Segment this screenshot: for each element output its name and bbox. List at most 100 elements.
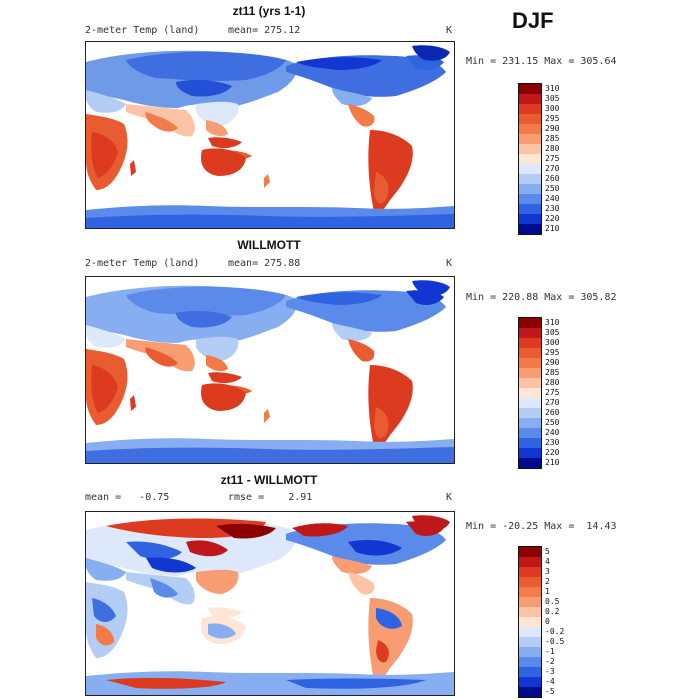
colorbar-tick-label: 280 xyxy=(545,378,560,387)
panel-1-colorbar xyxy=(518,83,542,235)
panel-1-variable-label: 2-meter Temp (land) xyxy=(85,25,200,36)
panel-3-map-svg xyxy=(86,515,454,695)
colorbar-swatch xyxy=(519,577,541,587)
colorbar-swatch xyxy=(519,164,541,174)
colorbar-swatch xyxy=(519,667,541,677)
colorbar-swatch xyxy=(519,144,541,154)
panel-3-colorbar-labels: 5 4 3 2 1 0.5 0.2 0 -0.2 -0.5 -1 -2 -3 -4 -5 xyxy=(545,547,564,697)
panel-1-map xyxy=(85,41,455,229)
colorbar-tick-label: 240 xyxy=(545,428,560,437)
colorbar-tick-label: -1 xyxy=(545,647,555,656)
colorbar-tick-label: 290 xyxy=(545,358,560,367)
colorbar-tick-label: 0.2 xyxy=(545,607,560,616)
colorbar-tick-label: 240 xyxy=(545,194,560,203)
season-label: DJF xyxy=(512,8,554,33)
colorbar-tick-label: 250 xyxy=(545,184,560,193)
panel-3-title: zt11 - WILLMOTT xyxy=(220,473,318,487)
colorbar-tick-label: 0 xyxy=(545,617,550,626)
colorbar-swatch xyxy=(519,214,541,224)
panel-1-minmax: Min = 231.15 Max = 305.64 xyxy=(466,56,617,67)
colorbar-tick-label: -2 xyxy=(545,657,555,666)
colorbar-tick-label: 0.5 xyxy=(545,597,560,606)
panel-1-title: zt11 (yrs 1-1) xyxy=(232,4,306,18)
colorbar-swatch xyxy=(519,657,541,667)
colorbar-swatch xyxy=(519,567,541,577)
panel-3-colorbar xyxy=(518,546,542,698)
colorbar-swatch xyxy=(519,104,541,114)
panel-1-map-svg xyxy=(86,45,454,228)
panel-3-minmax: Min = -20.25 Max = 14.43 xyxy=(466,521,617,532)
colorbar-tick-label: 250 xyxy=(545,418,560,427)
colorbar-swatch xyxy=(519,124,541,134)
panel-1-colorbar-labels: 310 305 300 295 290 285 280 275 270 260 250 240 230 2… xyxy=(545,84,559,234)
colorbar-tick-label: 210 xyxy=(545,458,560,467)
panel-2-units-label: K xyxy=(446,258,453,269)
colorbar-swatch xyxy=(519,597,541,607)
colorbar-swatch xyxy=(519,587,541,597)
panel-3-rmse-label: rmse = 2.91 xyxy=(228,492,313,503)
colorbar-swatch xyxy=(519,458,541,468)
panel-2-variable-label: 2-meter Temp (land) xyxy=(85,258,200,269)
colorbar-tick-label: 300 xyxy=(545,104,560,113)
colorbar-swatch xyxy=(519,328,541,338)
colorbar-tick-label: 295 xyxy=(545,348,560,357)
colorbar-swatch xyxy=(519,647,541,657)
panel-2-colorbar xyxy=(518,317,542,469)
colorbar-swatch xyxy=(519,617,541,627)
colorbar-tick-label: -3 xyxy=(545,667,555,676)
panel-2-minmax: Min = 220.88 Max = 305.82 xyxy=(466,292,617,303)
colorbar-tick-label: 305 xyxy=(545,94,560,103)
colorbar-tick-label: 2 xyxy=(545,577,550,586)
colorbar-swatch xyxy=(519,204,541,214)
colorbar-swatch xyxy=(519,408,541,418)
colorbar-tick-label: 230 xyxy=(545,438,560,447)
colorbar-tick-label: 270 xyxy=(545,398,560,407)
colorbar-swatch xyxy=(519,174,541,184)
colorbar-swatch xyxy=(519,687,541,697)
panel-3-map xyxy=(85,511,455,696)
colorbar-swatch xyxy=(519,224,541,234)
panel-2-map xyxy=(85,276,455,464)
panel-2-mean-label: mean= 275.88 xyxy=(228,258,301,269)
colorbar-swatch xyxy=(519,607,541,617)
colorbar-tick-label: 310 xyxy=(545,84,560,93)
colorbar-swatch xyxy=(519,318,541,328)
colorbar-tick-label: 220 xyxy=(545,448,560,457)
colorbar-swatch xyxy=(519,358,541,368)
colorbar-tick-label: 300 xyxy=(545,338,560,347)
colorbar-swatch xyxy=(519,627,541,637)
colorbar-tick-label: 285 xyxy=(545,134,560,143)
colorbar-tick-label: 4 xyxy=(545,557,550,566)
colorbar-swatch xyxy=(519,428,541,438)
colorbar-swatch xyxy=(519,114,541,124)
colorbar-swatch xyxy=(519,338,541,348)
colorbar-tick-label: 5 xyxy=(545,547,550,556)
colorbar-swatch xyxy=(519,154,541,164)
colorbar-swatch xyxy=(519,194,541,204)
colorbar-tick-label: 310 xyxy=(545,318,560,327)
colorbar-tick-label: 275 xyxy=(545,154,560,163)
colorbar-tick-label: 1 xyxy=(545,587,550,596)
colorbar-tick-label: 230 xyxy=(545,204,560,213)
colorbar-tick-label: 270 xyxy=(545,164,560,173)
colorbar-swatch xyxy=(519,378,541,388)
colorbar-tick-label: 260 xyxy=(545,408,560,417)
panel-2-colorbar-labels: 310 305 300 295 290 285 280 275 270 260 250 240 230 2… xyxy=(545,318,559,468)
colorbar-swatch xyxy=(519,388,541,398)
colorbar-tick-label: 210 xyxy=(545,224,560,233)
colorbar-swatch xyxy=(519,637,541,647)
colorbar-swatch xyxy=(519,557,541,567)
colorbar-swatch xyxy=(519,184,541,194)
colorbar-swatch xyxy=(519,94,541,104)
colorbar-swatch xyxy=(519,84,541,94)
panel-3-units-label: K xyxy=(446,492,453,503)
panel-1-mean-label: mean= 275.12 xyxy=(228,25,301,36)
colorbar-tick-label: -0.2 xyxy=(545,627,565,636)
colorbar-tick-label: 280 xyxy=(545,144,560,153)
colorbar-tick-label: 260 xyxy=(545,174,560,183)
colorbar-swatch xyxy=(519,368,541,378)
colorbar-swatch xyxy=(519,134,541,144)
colorbar-tick-label: -0.5 xyxy=(545,637,565,646)
colorbar-swatch xyxy=(519,418,541,428)
colorbar-tick-label: 290 xyxy=(545,124,560,133)
